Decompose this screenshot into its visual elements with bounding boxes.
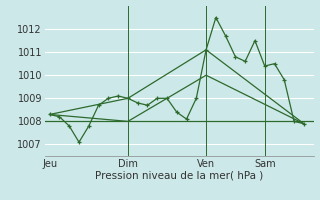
X-axis label: Pression niveau de la mer( hPa ): Pression niveau de la mer( hPa ) [95, 170, 263, 180]
